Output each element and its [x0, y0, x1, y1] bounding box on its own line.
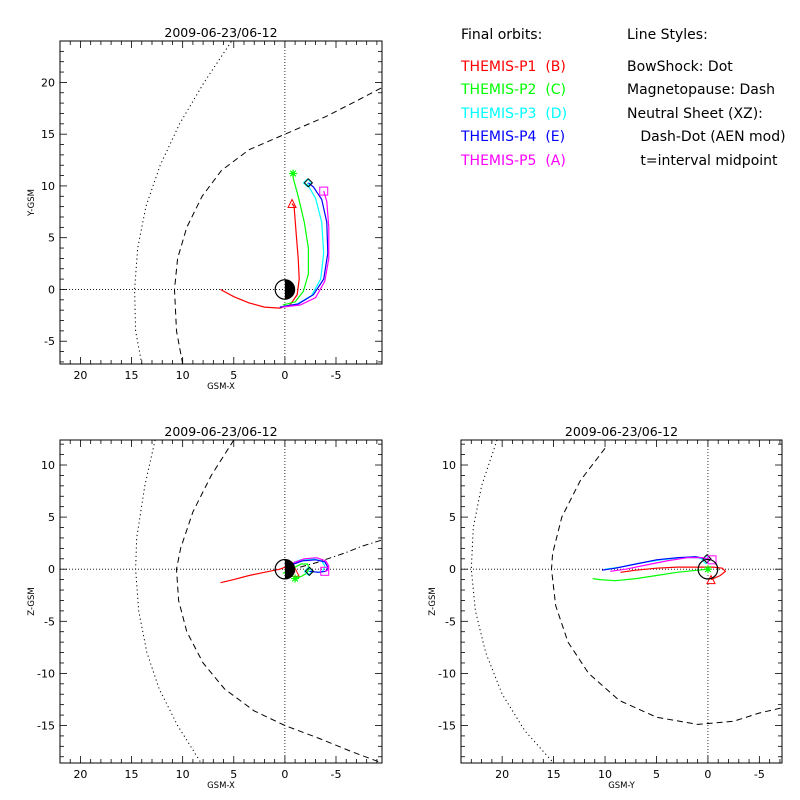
x-tick-label: 10 [176, 369, 190, 382]
line-style-neutral-sheet: Neutral Sheet (XZ): [627, 105, 763, 122]
y-tick-label: 10 [41, 180, 55, 193]
line-style-time-note: t=interval midpoint [627, 152, 778, 169]
panel-title: 2009-06-23/06-12 [164, 424, 277, 439]
y-tick-label: -10 [37, 667, 55, 680]
orbit-end-marker-themis-p4 [304, 566, 315, 576]
line-style-magnetopause: Magnetopause: Dash [627, 82, 776, 98]
magnetopause-line [173, 87, 382, 364]
orbit-themis-p5 [281, 190, 330, 308]
orbit-end-marker-themis-p5 [319, 186, 329, 196]
orbit-end-marker-themis-p1 [287, 198, 297, 209]
x-tick-label: 0 [704, 768, 711, 781]
y-tick-label: 5 [48, 232, 55, 245]
earth-icon [274, 279, 296, 300]
x-tick-label: 10 [176, 768, 190, 781]
x-tick-label: 20 [73, 768, 87, 781]
panel-title: 2009-06-23/06-12 [565, 424, 678, 439]
x-tick-label: 5 [230, 369, 237, 382]
y-tick-label: 15 [41, 128, 55, 141]
orbit-themis-p4 [279, 182, 329, 308]
orbit-end-marker-themis-p3 [302, 178, 313, 188]
y-tick-label: -5 [44, 335, 55, 348]
y-tick-label: -5 [445, 615, 456, 628]
orbit-end-marker-themis-p4 [303, 178, 314, 188]
line-style-neutral-sheet-model: Dash-Dot (AEN mod) [627, 129, 786, 145]
magnetopause-line [175, 440, 382, 763]
y-axis-label: Y-GSM [27, 189, 37, 217]
legend-entry-p4: THEMIS-P4 (E) [461, 129, 566, 145]
x-axis-label: GSM-Y [608, 781, 635, 791]
legend-entry-p1: THEMIS-P1 (B) [461, 58, 566, 75]
x-tick-label: 20 [495, 768, 509, 781]
orbit-end-marker-themis-p3 [303, 566, 314, 576]
panel-title: 2009-06-23/06-12 [164, 25, 277, 40]
y-tick-label: 0 [449, 563, 456, 576]
x-tick-label: -5 [331, 768, 342, 781]
y-tick-label: 0 [48, 283, 55, 296]
x-tick-label: -5 [754, 768, 765, 781]
plot-frame [59, 40, 383, 365]
line-styles-title: Line Styles: [627, 27, 708, 43]
earth-night-side [284, 559, 295, 579]
orbit-end-marker-themis-p2 [291, 574, 300, 583]
y-tick-label: -15 [438, 719, 456, 732]
orbit-end-marker-themis-p1 [706, 574, 716, 585]
bow-shock-line [134, 41, 233, 364]
panel-xz: 20 15 10 5 0 -5 10 5 0 -5 -10 -15 2009-06-23/06-12 GS… [27, 424, 383, 791]
orbit-themis-p4 [601, 556, 708, 571]
plot-frame [59, 439, 383, 764]
x-tick-label: 10 [598, 768, 612, 781]
y-tick-label: 0 [48, 563, 55, 576]
y-tick-label: 5 [48, 511, 55, 524]
x-axis-label: GSM-X [207, 781, 235, 791]
orbit-end-marker-themis-p5 [320, 566, 330, 576]
neutral-sheet-line [300, 539, 382, 568]
x-tick-label: 0 [281, 768, 288, 781]
x-tick-label: 0 [281, 369, 288, 382]
plot-frame [460, 439, 783, 764]
x-tick-label: 15 [125, 768, 139, 781]
orbit-themis-p1 [220, 203, 300, 309]
x-axis-label: GSM-X [207, 382, 235, 392]
bow-shock-line [135, 440, 202, 763]
y-tick-label: -5 [44, 615, 55, 628]
orbit-themis-p1 [220, 565, 296, 584]
y-axis-label: Z-GSM [27, 587, 37, 615]
x-tick-label: 15 [125, 369, 139, 382]
orbit-themis-p5 [292, 557, 330, 572]
y-tick-label: -15 [37, 719, 55, 732]
x-tick-label: 5 [230, 768, 237, 781]
orbit-themis-p5 [610, 557, 713, 572]
x-tick-label: 5 [653, 768, 660, 781]
orbit-themis-p2 [592, 568, 708, 582]
orbit-end-marker-themis-p2 [703, 565, 712, 574]
y-tick-label: -10 [438, 667, 456, 680]
orbits-legend-title: Final orbits: [461, 27, 543, 43]
legend-entry-p3: THEMIS-P3 (D) [461, 105, 568, 122]
y-tick-label: 5 [449, 511, 456, 524]
magnetopause-line [550, 447, 782, 725]
y-axis-label: Z-GSM [428, 587, 438, 615]
panel-yz: 20 15 10 5 0 -5 10 5 0 -5 -10 -15 2009-06-23/06-12 GS… [428, 424, 783, 791]
earth-icon [697, 558, 719, 580]
bow-shock-line [470, 440, 554, 763]
earth-night-side [284, 279, 295, 300]
y-tick-label: 10 [442, 459, 456, 472]
earth-icon [274, 558, 296, 580]
line-style-bowshock: BowShock: Dot [627, 58, 733, 75]
orbits-legend: Final orbits: THEMIS-P1 (B) THEMIS-P2 (C… [461, 24, 567, 173]
legend-entry-p5: THEMIS-P5 (A) [461, 152, 566, 169]
orbit-themis-p4 [290, 559, 329, 573]
y-tick-label: 20 [41, 76, 55, 89]
legend-entry-p2: THEMIS-P2 (C) [461, 82, 567, 98]
orbit-themis-p2 [282, 173, 309, 306]
panel-xy: 20 15 10 5 0 -5 -5 0 5 10 15 20 2009-06-23/06-12 GSM-… [27, 25, 383, 392]
x-tick-label: 15 [547, 768, 561, 781]
x-tick-label: 20 [73, 369, 87, 382]
orbit-end-marker-themis-p2 [289, 169, 298, 178]
line-styles-legend: Line Styles: BowShock: Dot Magnetopause:… [627, 24, 786, 173]
x-tick-label: -5 [331, 369, 342, 382]
y-tick-label: 10 [41, 459, 55, 472]
